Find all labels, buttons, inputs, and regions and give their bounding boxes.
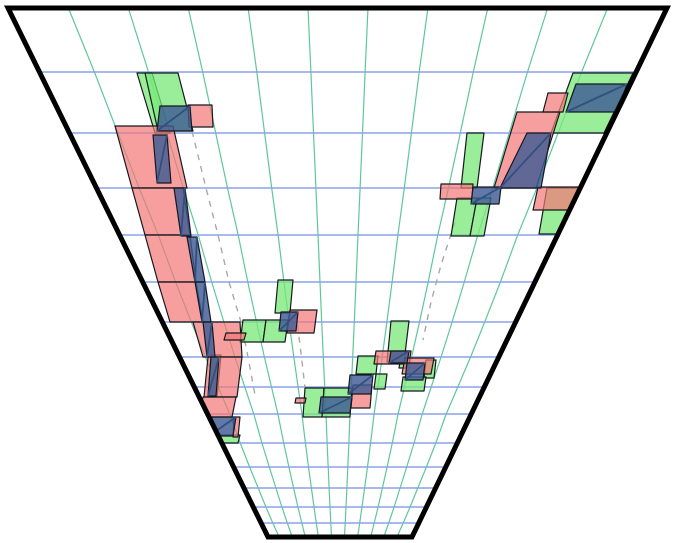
patch-red: [294, 397, 307, 404]
trapezoid-border: [3, 5, 671, 540]
lightcone-diagonal-line: [278, 311, 299, 332]
lightcone-diagonal-line: [499, 132, 552, 189]
patch-green: [460, 132, 485, 189]
dashed-worldline: [422, 221, 456, 341]
patch-layer: [114, 72, 634, 444]
patch-green: [373, 373, 388, 390]
lightcone-diagonal-line: [318, 396, 353, 414]
patch-green: [274, 279, 294, 314]
patch-blue: [278, 311, 299, 332]
red-cell: [542, 92, 569, 113]
patch-red: [223, 332, 247, 341]
column-line: [343, 8, 369, 537]
lightcone-diagonal-line: [470, 186, 502, 205]
lightcone-diagonal-line: [194, 236, 198, 283]
patch-blue: [499, 132, 552, 189]
clipped-layers: [39, 8, 637, 537]
patch-red: [114, 125, 188, 189]
column-line: [307, 8, 333, 537]
red-cell: [439, 183, 474, 200]
column-line: [383, 8, 549, 537]
column-line: [247, 8, 319, 537]
green-cell: [274, 279, 294, 314]
lightcone-diagonal-line: [180, 187, 186, 237]
red-cell: [223, 332, 247, 341]
red-cell: [294, 397, 307, 404]
patch-red: [439, 183, 474, 200]
column-line: [357, 8, 429, 537]
patch-blue: [470, 186, 502, 205]
patch-blue: [318, 396, 353, 414]
lightcone-diagonal-line: [206, 321, 213, 358]
green-cell: [460, 132, 485, 189]
patch-blue: [207, 356, 220, 397]
patch-blue: [156, 105, 193, 132]
patch-blue: [347, 374, 374, 395]
lightcone-diagonal-line: [404, 362, 426, 381]
column-line: [370, 8, 489, 537]
lightcone-diagonal-line: [565, 83, 628, 113]
lightcone-diagonal-line: [347, 374, 374, 395]
lightcone-diagonal-line: [201, 281, 206, 323]
patch-red: [542, 92, 569, 113]
dashed-worldline: [191, 130, 256, 396]
red-cell: [114, 125, 188, 189]
lightcone-diagonal-line: [388, 350, 410, 364]
lightcone-diagonal-line: [207, 356, 220, 397]
patch-blue: [173, 187, 192, 237]
patch-blue: [388, 350, 410, 364]
column-line: [396, 8, 609, 537]
lightcone-diagonal-line: [156, 105, 191, 132]
column-line: [187, 8, 306, 537]
green-cell: [373, 373, 388, 390]
patch-blue: [152, 134, 172, 184]
lightcone-diagonal-line: [156, 134, 168, 184]
patch-blue: [404, 362, 426, 381]
